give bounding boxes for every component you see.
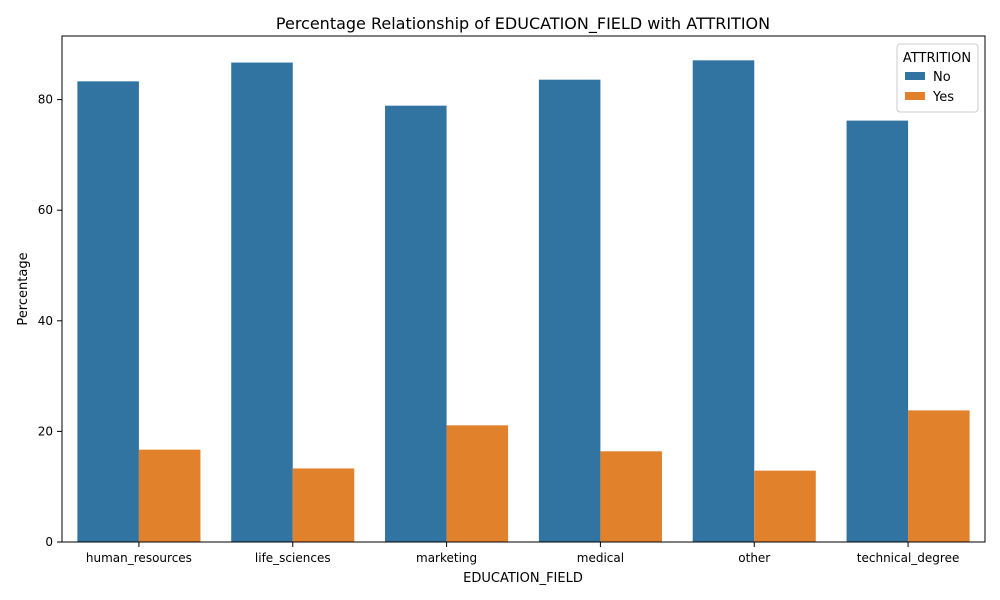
bar-no-marketing — [385, 105, 447, 543]
legend-label-yes: Yes — [932, 90, 954, 105]
x-axis: human_resources life_sciences marketing med… — [86, 542, 959, 565]
y-tick-label: 60 — [38, 203, 53, 217]
bar-yes-technical_degree — [908, 410, 970, 542]
x-tick-label: technical_degree — [857, 551, 960, 565]
y-tick-label: 40 — [38, 314, 53, 328]
x-tick-label: life_sciences — [255, 551, 331, 565]
bar-no-human_resources — [77, 81, 139, 542]
bar-yes-medical — [600, 451, 662, 542]
bar-no-life_sciences — [231, 62, 293, 542]
bar-no-medical — [538, 79, 601, 542]
legend-label-no: No — [933, 70, 951, 85]
bar-yes-human_resources — [138, 449, 201, 542]
y-tick-label: 80 — [38, 93, 53, 107]
plot-frame — [61, 35, 986, 543]
bar-yes-other — [754, 470, 816, 542]
legend-swatch-no — [905, 72, 925, 80]
x-tick-label: marketing — [416, 551, 477, 565]
bar-yes-life_sciences — [292, 468, 355, 542]
y-tick-label: 0 — [45, 535, 53, 549]
x-tick-label: medical — [577, 551, 624, 565]
chart-title: Percentage Relationship of EDUCATION_FIE… — [276, 14, 770, 34]
bar-no-other — [692, 60, 755, 542]
x-tick-label: human_resources — [86, 551, 192, 565]
legend: ATTRITION No Yes — [896, 43, 979, 113]
bar-yes-marketing — [446, 425, 509, 542]
legend-swatch-yes — [905, 92, 925, 100]
legend-title: ATTRITION — [903, 51, 971, 66]
bar-no-technical_degree — [846, 120, 909, 543]
x-tick-label: other — [738, 551, 770, 565]
y-axis: 0 20 40 60 80 — [38, 93, 62, 549]
bars-group — [77, 60, 970, 543]
y-axis-label: Percentage — [16, 252, 31, 325]
y-tick-label: 20 — [38, 424, 53, 438]
x-axis-label: EDUCATION_FIELD — [463, 571, 583, 586]
